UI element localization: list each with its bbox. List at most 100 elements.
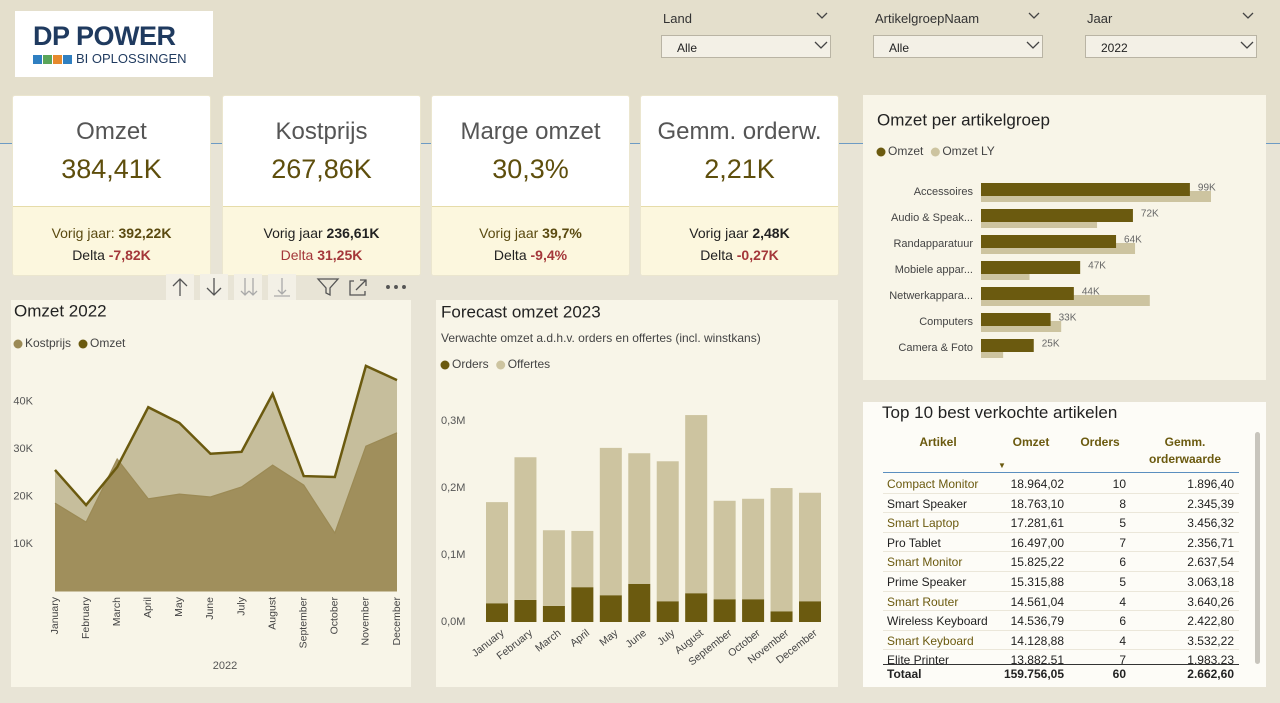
kpi-previous: Vorig jaar 236,61K [223, 225, 420, 241]
table-cell: 18.964,02 [1010, 477, 1064, 491]
kpi-card: Kostprijs 267,86K Vorig jaar 236,61K Delta … [222, 95, 421, 276]
bar [542, 605, 565, 622]
kpi-previous-value: 236,61K [326, 225, 380, 241]
table-row: Pro Tablet 16.497,00 7 2.356,71 [883, 533, 1239, 553]
legend-marker [13, 339, 23, 349]
filter-dropdown[interactable]: 2022 [1085, 35, 1257, 58]
area [55, 432, 397, 592]
table-cell: 4 [1119, 633, 1126, 648]
y-tick-label: 0,3M [441, 415, 465, 427]
table-cell: 1.896,40 [1187, 477, 1234, 491]
filter-dropdown[interactable]: Alle [873, 35, 1043, 58]
kpi-card: Gemm. orderw. 2,21K Vorig jaar 2,48K Delta … [640, 95, 839, 276]
x-tick-label: December [391, 596, 403, 645]
y-tick-label: Accessoires [914, 186, 974, 198]
kpi-title: Gemm. orderw. [657, 118, 822, 145]
bar [514, 457, 537, 600]
kpi-delta: Delta -0,27K [641, 247, 838, 263]
kpi-delta-value: -9,4% [530, 247, 568, 263]
legend-label: Omzet [90, 336, 126, 350]
table-row: Prime Speaker 15.315,88 5 3.063,18 [883, 572, 1239, 592]
table-cell: 7 [1119, 535, 1126, 550]
y-tick-label: Mobiele appar... [895, 264, 973, 276]
y-tick-label: 0,2M [441, 482, 465, 494]
kpi-card: Marge omzet 30,3% Vorig jaar 39,7% Delta -9… [431, 95, 630, 276]
total-rule [883, 664, 1239, 665]
x-tick-label: June [623, 627, 648, 651]
kpi-value: 30,3% [492, 154, 569, 184]
kpi-footer: Vorig jaar 236,61K Delta 31,25K [223, 206, 420, 275]
table-row: Smart Keyboard 14.128,88 4 3.532,22 [883, 631, 1239, 651]
bar [799, 601, 821, 622]
kpi-delta-label: Delta [700, 247, 733, 263]
table-cell: Smart Router [887, 594, 959, 609]
table-cell: 2.637,54 [1187, 555, 1234, 570]
table-cell: Smart Monitor [887, 555, 963, 570]
table-cell: 15.315,88 [1010, 575, 1064, 589]
bar [628, 583, 651, 622]
scrollbar[interactable] [1255, 432, 1260, 664]
table-cell: Pro Tablet [887, 535, 941, 550]
bar [981, 321, 1062, 332]
legend-marker [78, 339, 88, 349]
data-label: 33K [1059, 313, 1077, 324]
bar [799, 492, 821, 602]
legend-marker [440, 360, 450, 370]
table-cell: Elite Printer [887, 653, 950, 664]
chart-title: Omzet 2022 [14, 301, 107, 320]
table-cell: 7 [1119, 653, 1126, 664]
bar [599, 447, 622, 596]
x-tick-label: April [568, 627, 592, 649]
table-cell: Prime Speaker [887, 575, 967, 589]
chart-subtitle: Verwachte omzet a.d.h.v. orders en offer… [441, 331, 761, 345]
legend-label: Kostprijs [25, 336, 71, 350]
kpi-footer: Vorig jaar 39,7% Delta -9,4% [432, 206, 629, 275]
legend-marker [930, 147, 940, 157]
header-rule [883, 472, 1239, 473]
kpi-value: 2,21K [704, 154, 775, 184]
filter-dropdown[interactable]: Alle [661, 35, 831, 58]
total-cell: 2.662,60 [1187, 667, 1234, 681]
bar [685, 593, 708, 622]
kpi-title: Omzet [76, 118, 147, 145]
x-tick-label: January [49, 596, 61, 634]
y-tick-label: 0,1M [441, 549, 465, 561]
panel-omzet-2022 [11, 300, 411, 687]
table-cell: 18.763,10 [1010, 496, 1064, 511]
kpi-previous: Vorig jaar 39,7% [432, 225, 629, 241]
toolbar-icons[interactable] [166, 274, 416, 300]
bar [571, 530, 594, 588]
y-tick-label: 30K [13, 443, 33, 455]
logo-title: DP POWER [33, 21, 176, 51]
x-tick-label: May [597, 627, 621, 649]
bar [713, 500, 736, 600]
column-header[interactable]: Omzet [1012, 435, 1050, 449]
bar [628, 453, 651, 584]
legend-label: Omzet [888, 144, 924, 158]
kpi-previous-label: Vorig jaar [689, 225, 749, 241]
x-tick-label: April [142, 597, 154, 618]
x-tick-label: August [266, 597, 278, 630]
kpi-footer: Vorig jaar: 392,22K Delta -7,82K [13, 206, 210, 275]
column-header[interactable]: Orders [1080, 435, 1120, 449]
kpi-title: Marge omzet [460, 118, 601, 145]
sort-indicator: ▼ [998, 461, 1006, 470]
bar [981, 235, 1117, 248]
total-cell: Totaal [887, 667, 922, 681]
bar [486, 502, 508, 604]
kpi-value: 384,41K [61, 154, 162, 184]
bar [981, 243, 1136, 254]
table-cell: Smart Keyboard [887, 633, 974, 648]
kpi-previous-label: Vorig jaar [263, 225, 323, 241]
data-label: 99K [1198, 183, 1216, 194]
column-header[interactable]: Gemm. orderwaarde [1148, 435, 1222, 466]
table-cell: 5 [1119, 516, 1126, 531]
kpi-previous-value: 392,22K [118, 225, 172, 241]
bar [770, 611, 793, 622]
filter-label: Jaar [1087, 11, 1113, 26]
kpi-title: Kostprijs [275, 118, 368, 145]
total-cell: 159.756,05 [1003, 667, 1064, 681]
column-header[interactable]: Artikel [919, 435, 957, 449]
